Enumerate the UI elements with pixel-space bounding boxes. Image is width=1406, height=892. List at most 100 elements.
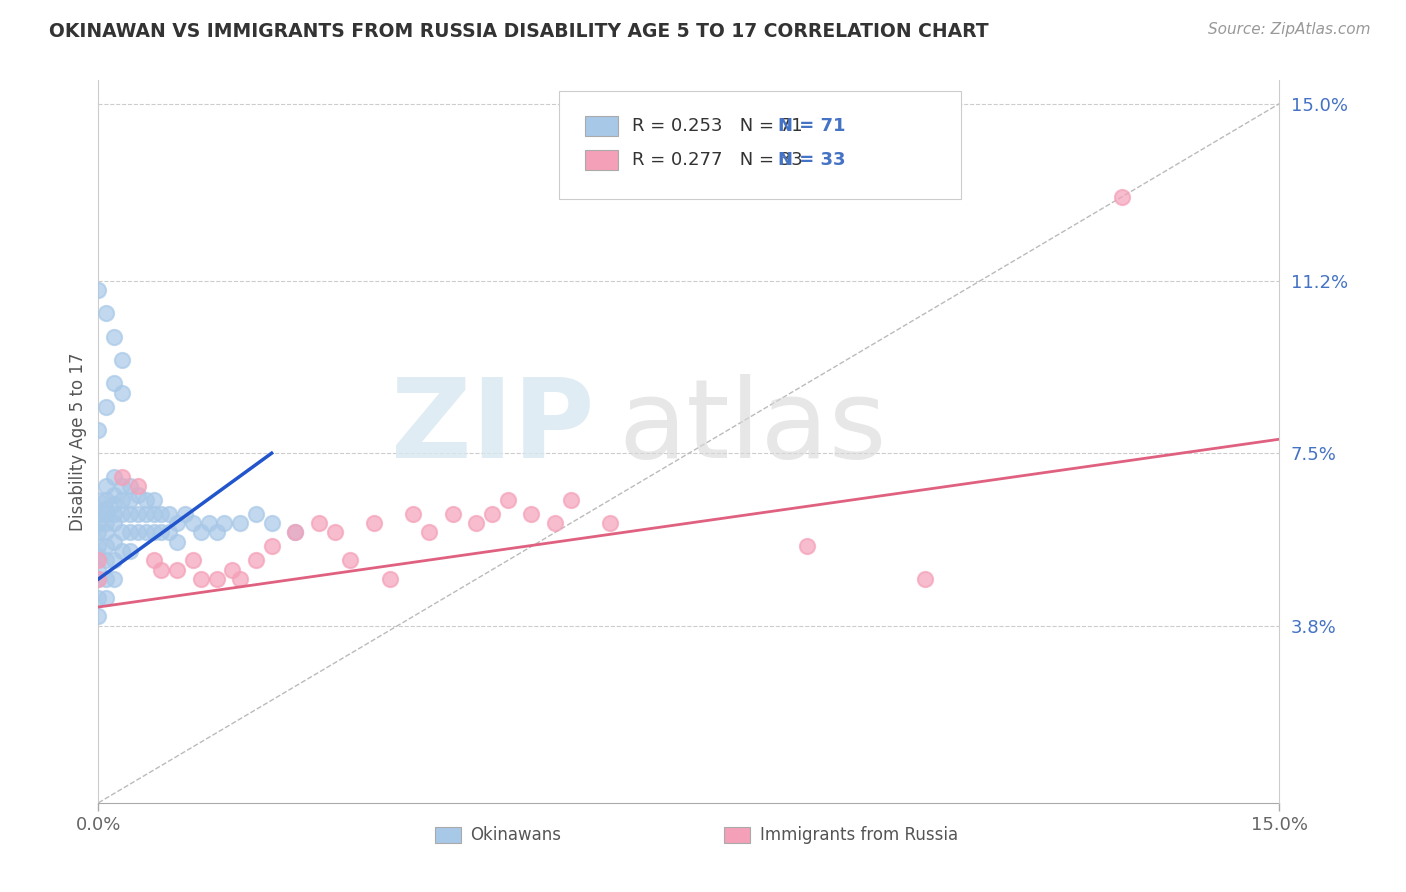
Point <box>103 516 125 530</box>
Point <box>245 553 267 567</box>
Point <box>260 516 283 530</box>
Point <box>87 563 110 577</box>
Point <box>323 525 346 540</box>
Point <box>914 572 936 586</box>
Point <box>87 553 110 567</box>
Point <box>157 525 180 540</box>
Point <box>174 507 197 521</box>
Point <box>166 563 188 577</box>
Point <box>520 507 543 521</box>
Text: R = 0.253   N = 71: R = 0.253 N = 71 <box>633 117 803 135</box>
Text: OKINAWAN VS IMMIGRANTS FROM RUSSIA DISABILITY AGE 5 TO 17 CORRELATION CHART: OKINAWAN VS IMMIGRANTS FROM RUSSIA DISAB… <box>49 22 988 41</box>
Text: Immigrants from Russia: Immigrants from Russia <box>759 826 957 844</box>
Point <box>87 516 110 530</box>
Point <box>127 479 149 493</box>
Point <box>142 553 165 567</box>
Point <box>214 516 236 530</box>
Y-axis label: Disability Age 5 to 17: Disability Age 5 to 17 <box>69 352 87 531</box>
Point <box>190 572 212 586</box>
Point <box>190 525 212 540</box>
Point <box>111 544 134 558</box>
Point <box>87 492 110 507</box>
Point <box>205 572 228 586</box>
Point <box>363 516 385 530</box>
Text: N = 71: N = 71 <box>778 117 845 135</box>
Point <box>96 502 118 516</box>
Point <box>111 492 134 507</box>
Point <box>205 525 228 540</box>
Point <box>599 516 621 530</box>
Point <box>157 507 180 521</box>
Point <box>150 525 173 540</box>
Point <box>181 516 204 530</box>
Point <box>339 553 361 567</box>
Text: atlas: atlas <box>619 374 887 481</box>
Point <box>1111 190 1133 204</box>
Point <box>142 507 165 521</box>
Point <box>245 507 267 521</box>
Point <box>284 525 307 540</box>
Point <box>378 572 401 586</box>
Point <box>284 525 307 540</box>
Point <box>87 283 110 297</box>
Point <box>96 479 118 493</box>
Text: N = 33: N = 33 <box>778 151 845 169</box>
Point <box>103 469 125 483</box>
Point <box>418 525 440 540</box>
Point <box>111 353 134 368</box>
Point <box>87 423 110 437</box>
Text: Source: ZipAtlas.com: Source: ZipAtlas.com <box>1208 22 1371 37</box>
Point <box>87 525 110 540</box>
Point <box>111 469 134 483</box>
Point <box>150 507 173 521</box>
Point <box>96 540 118 554</box>
Point <box>87 572 110 586</box>
Point <box>96 400 118 414</box>
Point <box>103 534 125 549</box>
Text: Okinawans: Okinawans <box>471 826 561 844</box>
Point <box>96 591 118 605</box>
Point <box>142 492 165 507</box>
Point <box>118 544 141 558</box>
Point <box>96 553 118 567</box>
Point <box>87 572 110 586</box>
Point <box>96 572 118 586</box>
Point <box>96 306 118 320</box>
Point <box>103 572 125 586</box>
Point <box>229 516 252 530</box>
Point <box>135 525 157 540</box>
Point <box>103 507 125 521</box>
Text: ZIP: ZIP <box>391 374 595 481</box>
Point <box>111 525 134 540</box>
Text: R = 0.277   N = 33: R = 0.277 N = 33 <box>633 151 803 169</box>
Point <box>441 507 464 521</box>
Point <box>111 385 134 400</box>
Point <box>544 516 567 530</box>
Bar <box>434 827 461 843</box>
Point <box>127 525 149 540</box>
Point <box>96 507 118 521</box>
Point <box>260 540 283 554</box>
Point <box>118 479 141 493</box>
Point <box>118 507 141 521</box>
Point <box>221 563 243 577</box>
Point <box>127 488 149 502</box>
Point <box>103 488 125 502</box>
Point <box>166 516 188 530</box>
Point <box>150 563 173 577</box>
Point <box>142 525 165 540</box>
Point <box>197 516 219 530</box>
Bar <box>724 827 751 843</box>
Point <box>127 507 149 521</box>
Point <box>103 376 125 391</box>
Point <box>87 609 110 624</box>
Point <box>87 549 110 563</box>
Point <box>111 479 134 493</box>
Point <box>96 525 118 540</box>
Point <box>87 591 110 605</box>
Point <box>166 534 188 549</box>
Point <box>96 516 118 530</box>
Point <box>135 492 157 507</box>
Point <box>111 507 134 521</box>
Point <box>103 553 125 567</box>
